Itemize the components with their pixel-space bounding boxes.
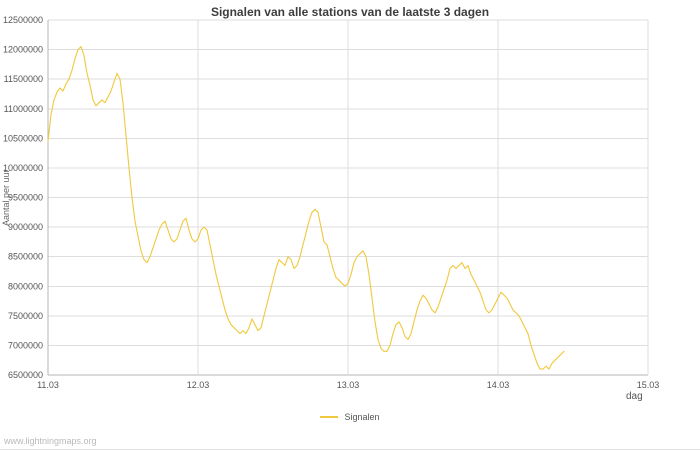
svg-text:11.03: 11.03 [37,380,59,390]
svg-text:15.03: 15.03 [637,380,660,390]
watermark: www.lightningmaps.org [4,436,97,446]
svg-text:14.03: 14.03 [487,380,510,390]
x-axis-label: dag [626,391,643,402]
svg-text:9500000: 9500000 [8,193,43,203]
svg-text:12500000: 12500000 [3,15,43,25]
svg-text:9000000: 9000000 [8,222,43,232]
svg-text:10000000: 10000000 [3,163,43,173]
svg-text:13.03: 13.03 [337,380,360,390]
svg-text:7000000: 7000000 [8,340,43,350]
y-axis-label: Aantal per uur [1,169,11,226]
svg-text:11500000: 11500000 [4,74,43,84]
svg-text:11000000: 11000000 [4,104,43,114]
chart-title: Signalen van alle stations van de laatst… [210,5,490,19]
legend-swatch [320,416,339,418]
svg-text:10500000: 10500000 [3,133,43,143]
svg-text:12000000: 12000000 [3,45,43,55]
svg-text:7500000: 7500000 [8,311,43,321]
legend-label: Signalen [344,412,380,422]
svg-text:12.03: 12.03 [187,380,210,390]
svg-text:8000000: 8000000 [8,281,43,291]
svg-text:6500000: 6500000 [8,370,43,380]
legend: Signalen [0,412,700,422]
svg-text:8500000: 8500000 [8,252,43,262]
